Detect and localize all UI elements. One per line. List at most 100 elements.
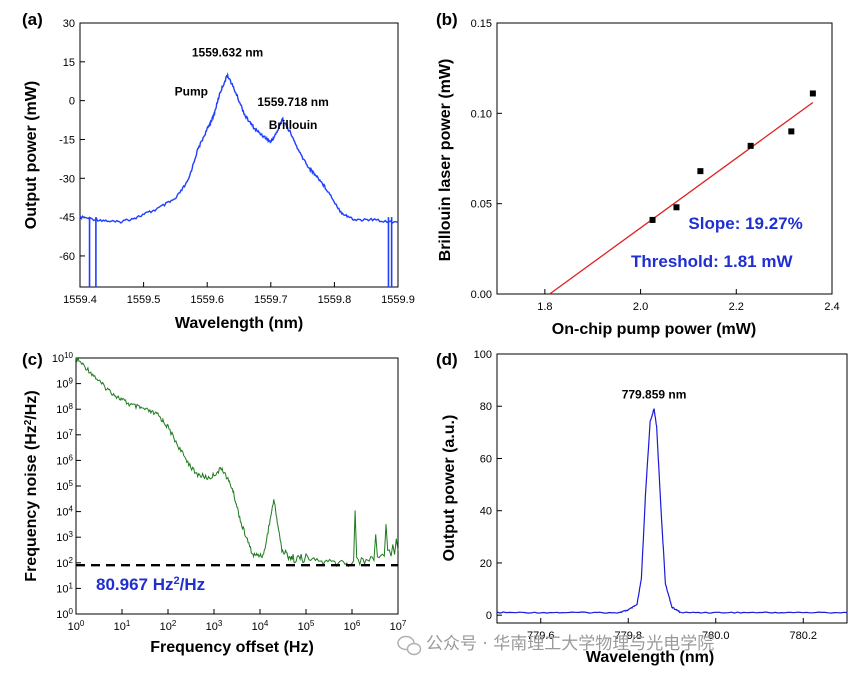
panel-a-ticks: 1559.4 1559.5 1559.6 1559.7 1559.8 1559.9 30 15… [59,18,415,306]
annotation-label: Slope: 19.27% [688,214,802,233]
watermark-text: 公众号 · 华南理工大学物理与光电学院 [426,634,714,654]
data-point [788,128,795,135]
panel-b-annotations: Slope: 19.27% Threshold: 1.81 mW [631,214,803,271]
x-tick-label: 1559.9 [381,294,415,306]
x-tick-label: 779.6 [527,630,555,642]
x-tick-label: 105 [298,619,315,634]
y-tick-label: 101 [56,581,73,596]
annotation-label: Threshold: 1.81 mW [631,252,793,271]
panel-b-frame [496,22,833,295]
x-tick-label: 780.0 [702,630,730,642]
y-tick-label: 100 [474,349,492,361]
panel-b-x-axis-label: On-chip pump power (mW) [552,321,756,338]
data-point [673,204,680,211]
panel-b-points [649,90,816,223]
annotation-label: 779.859 nm [622,387,687,401]
x-tick-label: 103 [206,619,223,634]
y-tick-label: 104 [56,504,73,519]
panel-d-spectrum-line [496,408,848,614]
y-tick-label: 103 [56,530,73,545]
watermark: 公众号 · 华南理工大学物理与光电学院 [397,634,714,656]
panel-d-label: (d) [436,350,458,369]
panel-c-label: (c) [22,350,43,369]
panel-d-y-axis-label: Output power (a.u.) [441,415,458,562]
y-tick-label: 60 [480,453,492,465]
y-tick-label: -30 [59,173,75,185]
x-tick-label: 1.8 [537,301,552,313]
panel-c-noise-annotation: 80.967 Hz2/Hz [96,575,205,594]
x-tick-label: 2.0 [633,301,648,313]
y-tick-label: 105 [56,479,73,494]
y-tick-label: -60 [59,251,75,263]
panel-c-ylabel-part2: /Hz) [23,390,40,419]
y-tick-label: 106 [56,453,73,468]
panel-c-noise-line [75,356,399,568]
y-tick-label: 0 [486,610,492,622]
panel-c-ticks: 100 101 102 103 104 105 106 107 100 101 102 103 104 1… [52,351,407,634]
x-tick-label: 779.8 [614,630,642,642]
y-tick-label: 30 [63,18,75,30]
y-tick-label: 0.10 [471,108,492,120]
data-point [747,142,754,149]
annotation-label: 1559.632 nm [192,46,263,60]
y-tick-label: 102 [56,555,73,570]
annotation-label: Pump [175,84,208,98]
panel-a-y-axis-label: Output power (mW) [23,81,40,229]
panel-c-y-axis-label: Frequency noise (Hz2/Hz) [23,390,41,581]
x-tick-label: 106 [344,619,361,634]
x-tick-label: 2.4 [824,301,839,313]
x-tick-label: 107 [390,619,407,634]
panel-a-spectrum-line [79,72,399,224]
panel-a-x-axis-label: Wavelength (nm) [175,315,303,332]
y-tick-label: 15 [63,57,75,69]
noise-unit-exponent: 2 [174,575,180,587]
x-tick-label: 1559.4 [63,294,97,306]
panel-a-annotations: 1559.632 nm Pump 1559.718 nm Brillouin [175,46,329,132]
annotation-label: 1559.718 nm [257,95,328,109]
y-tick-label: 100 [56,607,73,622]
panel-b-fit-line [549,101,814,295]
y-tick-label: 20 [480,558,492,570]
noise-value: 80.967 Hz [96,575,174,594]
panel-a-label: (a) [22,10,43,29]
y-tick-label: 108 [56,402,73,417]
x-tick-label: 1559.6 [190,294,224,306]
y-tick-label: 107 [56,427,73,442]
y-tick-label: 80 [480,401,492,413]
panel-a-frame [79,22,399,288]
x-tick-label: 104 [252,619,269,634]
y-tick-label: 40 [480,506,492,518]
panel-c-ylabel-sup: 2 [23,419,34,425]
y-tick-label: 109 [56,376,73,391]
panel-d-x-axis-label: Wavelength (nm) [586,649,714,666]
x-tick-label: 2.2 [729,301,744,313]
x-tick-label: 100 [68,619,85,634]
panel-d-frame [496,353,848,624]
annotation-label: Brillouin [269,118,318,132]
panel-b: (b) 1.8 2.0 2.2 2.4 0.00 0.05 0.10 0.15 Slope: … [436,10,840,338]
y-tick-label: 0.05 [471,199,492,211]
y-tick-label: 1010 [52,351,74,366]
y-tick-label: 0 [69,96,75,108]
x-tick-label: 1559.5 [127,294,161,306]
panel-c: (c) 100 101 102 103 104 105 106 107 100 101 102 103… [22,350,407,656]
x-tick-label: 1559.7 [254,294,288,306]
panel-d-ticks: 779.6 779.8 780.0 780.2 0 20 40 60 80 100 [474,349,817,642]
x-tick-label: 101 [114,619,131,634]
y-tick-label: -15 [59,134,75,146]
y-tick-label: 0.15 [471,18,492,30]
panel-b-label: (b) [436,10,458,29]
panel-b-y-axis-label: Brillouin laser power (mW) [437,59,454,262]
y-tick-label: -45 [59,212,75,224]
panel-b-ticks: 1.8 2.0 2.2 2.4 0.00 0.05 0.10 0.15 [471,18,840,313]
x-tick-label: 780.2 [789,630,817,642]
panel-c-x-axis-label: Frequency offset (Hz) [150,639,314,656]
y-tick-label: 0.00 [471,289,492,301]
panel-a: (a) 1559.4 1559.5 1559.6 1559.7 1559.8 1559.9… [22,10,415,332]
data-point [809,90,816,97]
panel-d: (d) 779.6 779.8 780.0 780.2 0 20 40 60 80 100 779… [436,349,848,666]
data-point [649,216,656,223]
panel-d-annotations: 779.859 nm [622,387,687,401]
x-tick-label: 102 [160,619,177,634]
